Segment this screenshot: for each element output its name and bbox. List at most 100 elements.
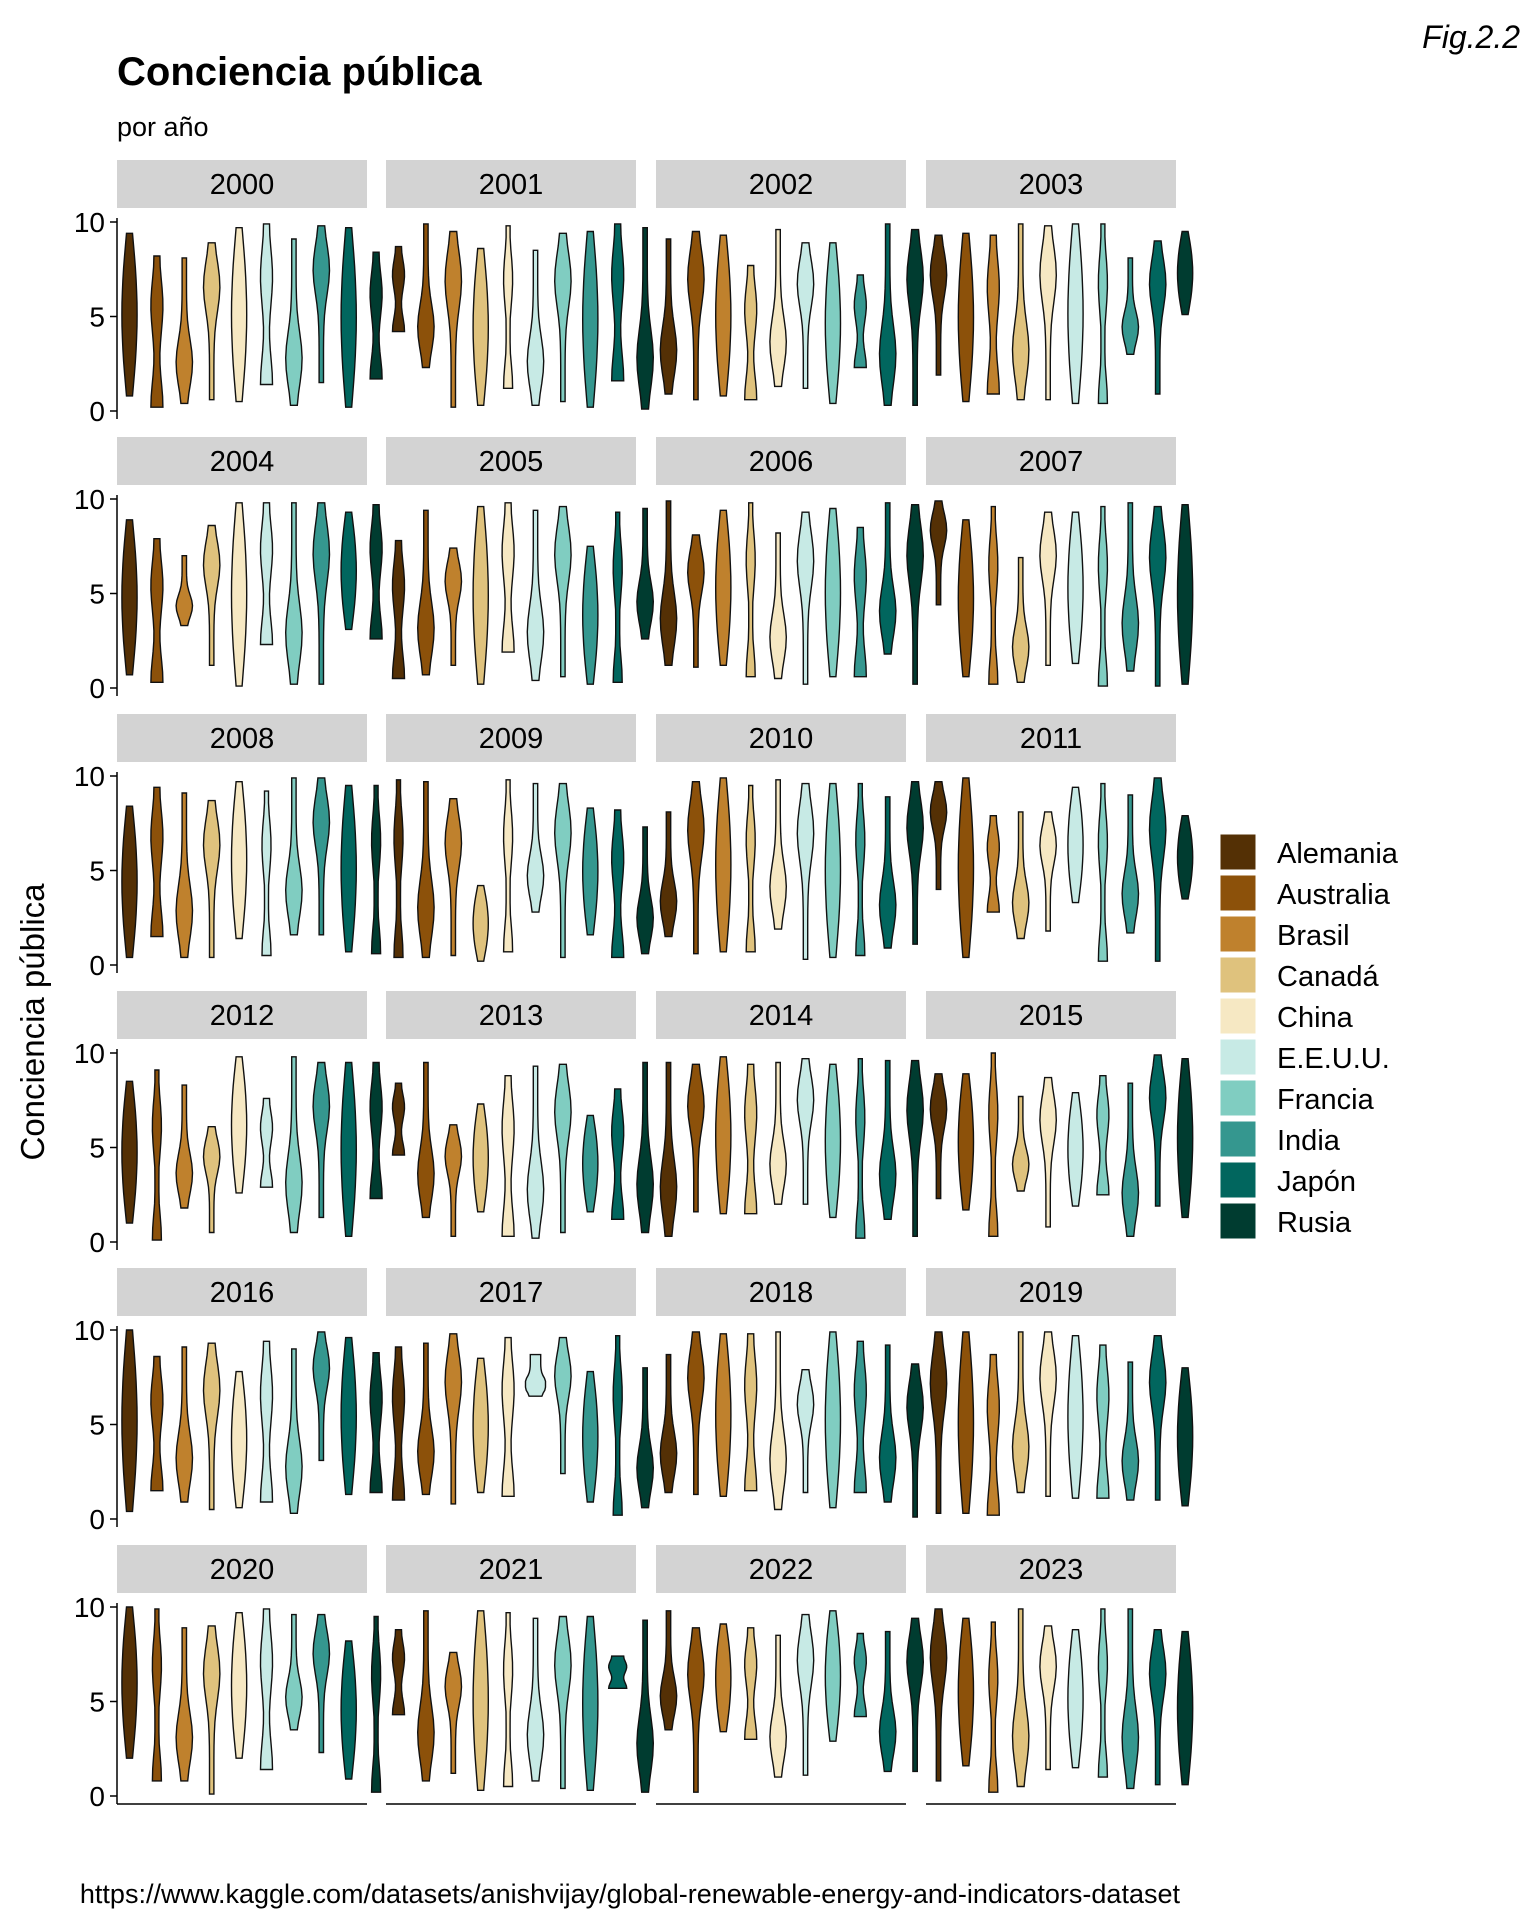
violin-2022-Alemania bbox=[659, 1610, 678, 1731]
violin-2022-E.E.U.U. bbox=[796, 1613, 815, 1776]
facet-panel-2013: 2013 bbox=[386, 991, 655, 1239]
facet-strip-label: 2005 bbox=[479, 446, 544, 478]
violin-2020-Australia bbox=[151, 1608, 163, 1782]
chart-subtitle: por año bbox=[117, 112, 209, 142]
violin-2020-Canadá bbox=[202, 1625, 221, 1795]
violin-2021-Japón bbox=[607, 1655, 628, 1689]
violin-2013-Rusia bbox=[636, 1061, 655, 1234]
violin-2000-Francia bbox=[284, 238, 303, 406]
y-tick-label: 5 bbox=[89, 1133, 105, 1164]
y-tick-label: 0 bbox=[89, 1504, 105, 1535]
violin-2019-Rusia bbox=[1176, 1367, 1194, 1507]
facet-strip bbox=[386, 1268, 636, 1316]
violin-2002-China bbox=[769, 228, 788, 388]
violin-2016-China bbox=[230, 1370, 248, 1509]
violin-2000-E.E.U.U. bbox=[259, 223, 274, 386]
legend-key bbox=[1219, 1161, 1257, 1199]
violin-2012-Brasil bbox=[175, 1084, 194, 1209]
facet-strip-label: 2013 bbox=[479, 1000, 544, 1032]
violin-2010-Francia bbox=[824, 782, 842, 959]
facet-strip-label: 2001 bbox=[479, 169, 544, 201]
violin-2005-Japón bbox=[612, 511, 623, 683]
violin-2008-Canadá bbox=[202, 799, 221, 959]
y-tick-label: 5 bbox=[89, 1410, 105, 1441]
violin-2011-Australia bbox=[957, 777, 975, 959]
violin-2005-Canadá bbox=[472, 505, 490, 685]
violin-2000-Japón bbox=[340, 227, 358, 408]
violin-2018-Brasil bbox=[714, 1333, 732, 1497]
violin-2004-Japón bbox=[340, 511, 358, 631]
legend-key bbox=[1219, 997, 1257, 1035]
violin-2014-Rusia bbox=[906, 1059, 925, 1237]
facet-strip-label: 2003 bbox=[1019, 169, 1084, 201]
violin-2021-Alemania bbox=[391, 1629, 406, 1716]
facet-panel-2015: 2015 bbox=[926, 991, 1194, 1237]
violin-2015-Brasil bbox=[988, 1052, 999, 1237]
violin-2021-Rusia bbox=[636, 1619, 655, 1793]
violin-2006-India bbox=[853, 526, 868, 678]
violin-2018-Alemania bbox=[659, 1353, 678, 1494]
facet-strip bbox=[117, 437, 367, 485]
violin-2001-Brasil bbox=[444, 230, 463, 408]
violin-2016-India bbox=[312, 1331, 331, 1462]
facet-strip bbox=[926, 437, 1176, 485]
violin-2002-Francia bbox=[824, 242, 842, 405]
violin-2017-Francia bbox=[553, 1336, 572, 1475]
violin-2014-Alemania bbox=[659, 1061, 678, 1237]
violin-2001-Canadá bbox=[472, 247, 490, 406]
facet-strip-label: 2020 bbox=[210, 1554, 275, 1586]
violin-2014-Brasil bbox=[714, 1056, 732, 1215]
violin-2023-E.E.U.U. bbox=[1067, 1629, 1084, 1769]
violin-2020-India bbox=[312, 1613, 331, 1754]
violin-2011-Francia bbox=[1097, 782, 1109, 962]
violin-2006-Rusia bbox=[906, 504, 925, 685]
violin-2001-Japón bbox=[610, 223, 625, 382]
violin-2003-Rusia bbox=[1176, 230, 1194, 316]
violin-2016-Canadá bbox=[202, 1342, 221, 1511]
violin-2005-Rusia bbox=[636, 507, 655, 640]
violin-2020-Rusia bbox=[370, 1615, 382, 1793]
violin-2021-Francia bbox=[553, 1615, 572, 1790]
violin-2017-Alemania bbox=[391, 1346, 406, 1501]
facet-panel-2021: 2021 bbox=[386, 1545, 655, 1805]
violin-2013-Japón bbox=[610, 1088, 625, 1220]
violin-2012-India bbox=[312, 1061, 331, 1219]
facet-strip-label: 2008 bbox=[210, 723, 275, 755]
facet-strip-label: 2011 bbox=[1020, 723, 1082, 755]
facet-strip-label: 2010 bbox=[749, 723, 814, 755]
violin-2012-Canadá bbox=[202, 1126, 221, 1234]
legend-label: Rusia bbox=[1277, 1207, 1352, 1239]
facet-strip bbox=[386, 714, 636, 762]
violin-2013-E.E.U.U. bbox=[526, 1065, 545, 1239]
facet-panel-2018: 2018 bbox=[656, 1268, 925, 1518]
violin-2006-Alemania bbox=[659, 500, 678, 666]
violin-2002-Canadá bbox=[743, 264, 758, 401]
violin-2009-Canadá bbox=[472, 884, 490, 962]
facet-strip-label: 2022 bbox=[749, 1554, 814, 1586]
legend-key bbox=[1219, 915, 1257, 953]
facet-strip bbox=[386, 437, 636, 485]
violin-2005-E.E.U.U. bbox=[526, 509, 545, 682]
violin-2019-China bbox=[1039, 1331, 1058, 1497]
violin-2013-Canadá bbox=[472, 1103, 490, 1213]
violin-2009-Brasil bbox=[444, 798, 463, 957]
violin-2016-Australia bbox=[150, 1355, 164, 1492]
violin-2006-Brasil bbox=[714, 509, 732, 666]
violin-2023-China bbox=[1039, 1625, 1058, 1771]
violin-2000-Rusia bbox=[369, 251, 383, 380]
violin-2021-China bbox=[502, 1612, 514, 1788]
facet-strip-label: 2023 bbox=[1019, 1554, 1084, 1586]
violin-2004-Alemania bbox=[121, 519, 138, 676]
violin-2023-Japón bbox=[1148, 1629, 1167, 1786]
violin-2022-Francia bbox=[824, 1610, 842, 1742]
facet-strip bbox=[926, 991, 1176, 1039]
violin-2004-E.E.U.U. bbox=[259, 502, 274, 646]
violin-2022-Canadá bbox=[743, 1627, 758, 1740]
violin-2011-Japón bbox=[1148, 777, 1167, 962]
violin-2008-Alemania bbox=[121, 805, 138, 959]
facet-strip-label: 2016 bbox=[210, 1277, 275, 1309]
facet-panel-2003: 2003 bbox=[926, 160, 1194, 405]
figure-label: Fig.2.2 bbox=[1422, 19, 1520, 55]
violin-2014-China bbox=[769, 1061, 788, 1205]
y-tick-label: 10 bbox=[74, 1315, 105, 1346]
